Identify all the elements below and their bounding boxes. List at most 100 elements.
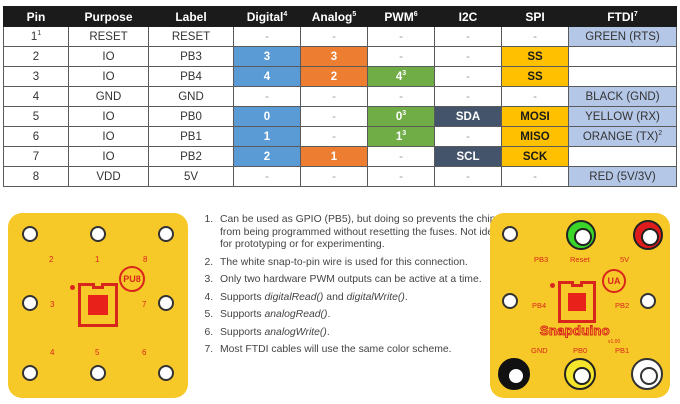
- cell-purpose: VDD: [68, 166, 149, 187]
- table-row: 4 GND GND - - - - - BLACK (GND): [3, 86, 677, 107]
- table-row: 5 IO PB0 0-03 SDA MOSI YELLOW (RX): [3, 106, 677, 127]
- cell-i2c-text: SDA: [455, 110, 481, 123]
- cell-purpose: IO: [68, 46, 149, 67]
- pin-hole-top-left: [22, 226, 38, 242]
- cell-i2c-text: -: [466, 50, 470, 63]
- cell-pin-text: 3: [32, 70, 40, 83]
- cell-i2c-text: -: [466, 90, 470, 103]
- pb0-snap-yellow: [564, 358, 596, 390]
- cell-purpose: IO: [68, 66, 149, 87]
- cell-label: PB4: [148, 66, 234, 87]
- cell-ftdi-text: YELLOW (RX): [585, 110, 660, 123]
- footnote-item: Supports analogWrite().: [216, 327, 506, 340]
- cell-purpose: IO: [68, 126, 149, 147]
- function-name: digitalWrite(): [346, 291, 405, 303]
- label-5v: 5V: [620, 255, 630, 264]
- cell-i2c: -: [434, 46, 502, 67]
- cell-pwm: 13: [367, 126, 435, 147]
- footnote-item: Supports digitalRead() and digitalWrite(…: [216, 292, 506, 305]
- cell-ftdi: [568, 46, 677, 67]
- label-reset: Reset: [570, 255, 590, 264]
- cell-label: PB3: [148, 46, 234, 67]
- footnote-text: The white snap-to-pin wire is used for t…: [220, 256, 468, 268]
- chip-notch: [92, 283, 104, 289]
- cell-digital-text: 2: [263, 150, 271, 163]
- cell-digital: -: [233, 26, 301, 47]
- cell-i2c: -: [434, 166, 502, 187]
- pin-number: 6: [142, 348, 147, 357]
- pin-hole-bottom-left: [22, 365, 38, 381]
- chip-board: 2 1 8 3 7 4 5 6 PU8: [8, 213, 188, 398]
- label-pb0: PB0: [573, 346, 588, 355]
- table-row: 11 RESET RESET - - - - - GREEN (RTS): [3, 26, 677, 47]
- cell-digital: 0: [233, 106, 301, 127]
- cell-label-text: PB3: [180, 50, 202, 63]
- cell-spi-text: -: [533, 170, 537, 183]
- cell-pin: 8: [3, 166, 69, 187]
- cell-label-text: RESET: [171, 30, 211, 43]
- cell-i2c-text: -: [466, 70, 470, 83]
- cell-i2c-text: -: [466, 170, 470, 183]
- pb1-snap-white: [631, 358, 663, 390]
- cell-purpose-text: VDD: [96, 170, 121, 183]
- cell-pin-text: 5: [32, 110, 40, 123]
- pin-hole-top-middle: [90, 226, 106, 242]
- chip-die: [568, 293, 586, 311]
- cell-label: PB1: [148, 126, 234, 147]
- cell-ftdi: [568, 146, 677, 167]
- cell-i2c: -: [434, 26, 502, 47]
- cell-label: RESET: [148, 26, 234, 47]
- table-row: 6 IO PB1 1-13- MISO ORANGE (TX)2: [3, 126, 677, 147]
- cell-pin-text: 4: [32, 90, 40, 103]
- cell-label: PB2: [148, 146, 234, 167]
- footnote-ref: 1: [37, 30, 42, 38]
- function-name: analogRead(): [264, 309, 328, 320]
- cell-analog: -: [300, 126, 368, 147]
- pin-hole-mid-right: [158, 295, 174, 311]
- footnote-item: Can be used as GPIO (PB5), but doing so …: [216, 214, 506, 252]
- cell-spi: -: [501, 26, 569, 47]
- cell-i2c-text: -: [466, 30, 470, 43]
- snap-center: [640, 367, 658, 385]
- cell-analog: 3: [300, 46, 368, 67]
- cell-analog-text: 2: [330, 70, 338, 83]
- cell-analog: -: [300, 26, 368, 47]
- footnote-text: Supports: [220, 291, 265, 303]
- cell-pwm-text: -: [399, 50, 403, 63]
- cell-digital-text: 1: [263, 130, 271, 143]
- footnote-ref: 2: [658, 130, 663, 138]
- pin-number: 1: [95, 255, 100, 264]
- cell-analog-text: -: [332, 90, 336, 103]
- cell-label: GND: [148, 86, 234, 107]
- footnote-ref: 3: [402, 130, 407, 138]
- header-text: FTDI: [607, 9, 634, 24]
- cell-spi: SS: [501, 66, 569, 87]
- cell-i2c: SCL: [434, 146, 502, 167]
- function-name: analogWrite(): [264, 326, 327, 338]
- chip-die: [88, 295, 108, 315]
- snap-center: [574, 228, 592, 246]
- cell-digital-text: 0: [263, 110, 271, 123]
- cell-pin: 7: [3, 146, 69, 167]
- cell-digital-text: -: [265, 30, 269, 43]
- cell-pwm-text: -: [399, 150, 403, 163]
- reset-snap-green: [566, 220, 596, 250]
- cell-pwm-text: 0: [395, 110, 403, 123]
- cell-purpose: IO: [68, 146, 149, 167]
- cell-ftdi: ORANGE (TX)2: [568, 126, 677, 147]
- label-pb4: PB4: [532, 301, 547, 310]
- cell-analog-text: 3: [330, 50, 338, 63]
- cell-digital-text: 4: [263, 70, 271, 83]
- table-header-row: Pin Purpose Label Digital4 Analog5 PWM6 …: [3, 6, 677, 27]
- cell-spi: SCK: [501, 146, 569, 167]
- cell-analog-text: -: [332, 30, 336, 43]
- cell-purpose-text: IO: [102, 130, 115, 143]
- header-footnote: 5: [352, 10, 357, 18]
- cell-digital-text: -: [265, 170, 269, 183]
- cell-spi: -: [501, 166, 569, 187]
- cell-pin-text: 6: [32, 130, 40, 143]
- cell-label-text: PB1: [180, 130, 202, 143]
- footnote-item: Most FTDI cables will use the same color…: [216, 344, 506, 357]
- cell-spi-text: SS: [527, 70, 543, 83]
- function-name: digitalRead(): [264, 291, 324, 303]
